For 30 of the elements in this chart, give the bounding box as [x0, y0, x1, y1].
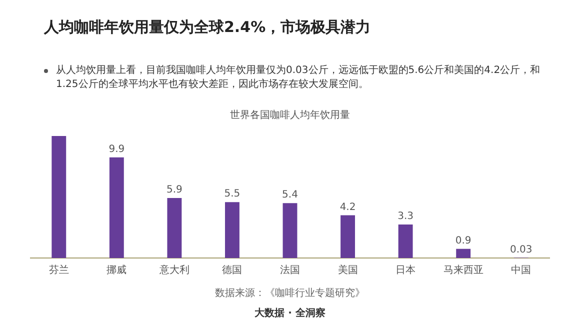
data-label: 5.9: [166, 184, 182, 196]
x-tick-label: 中国: [511, 264, 532, 276]
data-label: 0.9: [455, 235, 472, 246]
bar: [282, 203, 298, 258]
bar: [340, 215, 355, 258]
bar: [456, 248, 471, 258]
x-tick-label: 意大利: [158, 264, 190, 276]
x-tick-label: 日本: [396, 264, 416, 276]
x-tick-label: 法国: [280, 264, 300, 276]
bar: [52, 136, 66, 258]
bar: [398, 224, 413, 258]
source-note: 数据来源：《咖啡行业专题研究》: [214, 286, 366, 300]
x-tick-label: 挪威: [106, 264, 127, 276]
bar: [225, 202, 240, 258]
data-label: 5.5: [224, 188, 240, 200]
x-tick-label: 德国: [222, 264, 242, 276]
bar: [167, 198, 182, 258]
data-label: 5.4: [282, 190, 298, 201]
bar: [109, 157, 124, 258]
x-tick-label: 马来西亚: [443, 264, 484, 276]
data-label: 3.3: [398, 211, 414, 222]
chart-subtitle: 从人均饮用量上看，目前我国咖啡人均年饮用量仅为0.03公斤，远远低于欧盟的5.6公斤和美国的4.2公斤，和1.25公斤的全球平均水平也有较大差距，因此市场存在较大发展空间。: [56, 64, 542, 92]
x-tick-label: 美国: [338, 264, 358, 276]
chart-title: 人均咖啡年饮用量仅为全球2.4%，市场极具潜力: [44, 18, 371, 37]
data-label: 4.2: [340, 202, 356, 213]
text: 大数据 · 全洞察: [254, 306, 326, 320]
x-axis-title: 世界各国咖啡人均年饮用量: [229, 108, 351, 122]
x-tick-label: 芬兰: [48, 264, 69, 276]
data-label: 0.03: [510, 244, 532, 256]
data-label: 9.9: [108, 144, 125, 155]
